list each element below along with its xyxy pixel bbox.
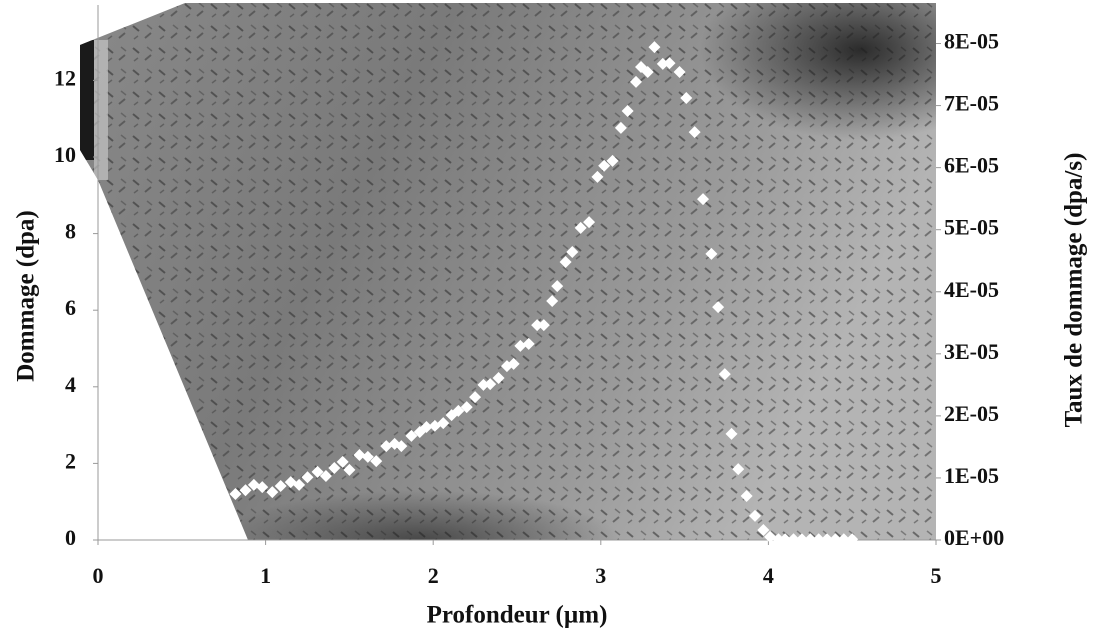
point xyxy=(452,404,465,417)
point xyxy=(229,488,242,501)
point xyxy=(725,427,738,440)
point xyxy=(740,489,753,502)
point xyxy=(779,533,792,546)
point xyxy=(718,368,731,381)
point xyxy=(492,371,505,384)
point xyxy=(311,465,324,478)
point xyxy=(787,533,800,546)
point xyxy=(772,533,785,546)
x-tick-label: 4 xyxy=(763,563,774,588)
point xyxy=(663,57,676,70)
x-tick-label: 0 xyxy=(93,563,104,588)
point xyxy=(247,478,260,491)
point xyxy=(546,295,559,308)
point xyxy=(537,319,550,332)
x-tick-label: 1 xyxy=(260,563,271,588)
point xyxy=(559,255,572,268)
point xyxy=(574,221,587,234)
point xyxy=(469,391,482,404)
y2-tick-label: 6E-05 xyxy=(944,153,999,178)
point xyxy=(757,524,770,537)
micrograph xyxy=(80,3,936,540)
y2-tick-label: 2E-05 xyxy=(944,401,999,426)
y2-tick-label: 0E+00 xyxy=(944,525,1004,550)
point xyxy=(795,533,808,546)
point xyxy=(370,455,383,468)
point xyxy=(641,65,654,78)
point xyxy=(591,170,604,183)
point xyxy=(837,533,850,546)
point xyxy=(688,126,701,139)
point xyxy=(804,533,817,546)
point xyxy=(829,533,842,546)
y2-tick-label: 4E-05 xyxy=(944,277,999,302)
x-tick-label: 2 xyxy=(428,563,439,588)
y-tick-label: 0 xyxy=(65,525,76,550)
point xyxy=(821,533,834,546)
point xyxy=(606,154,619,167)
point xyxy=(621,105,634,118)
point xyxy=(522,337,535,350)
point xyxy=(583,216,596,229)
y-tick-label: 4 xyxy=(65,372,76,397)
point xyxy=(705,247,718,260)
point xyxy=(484,378,497,391)
point xyxy=(680,92,693,105)
point xyxy=(629,75,642,88)
y-tick-label: 6 xyxy=(65,295,76,320)
point xyxy=(551,280,564,293)
point xyxy=(336,455,349,468)
point xyxy=(380,440,393,453)
y2-tick-label: 5E-05 xyxy=(944,215,999,240)
point xyxy=(405,429,418,442)
point xyxy=(460,401,473,414)
point xyxy=(566,245,579,258)
point xyxy=(274,479,287,492)
y2-tick-label: 1E-05 xyxy=(944,463,999,488)
point xyxy=(846,533,859,546)
point xyxy=(256,481,269,494)
point xyxy=(812,533,825,546)
point xyxy=(507,357,520,370)
y-tick-label: 10 xyxy=(54,142,76,167)
point xyxy=(748,509,761,522)
point xyxy=(301,471,314,484)
point xyxy=(319,470,332,483)
y-tick-label: 2 xyxy=(65,448,76,473)
point xyxy=(764,530,777,543)
y-axis-title: Dommage (dpa) xyxy=(13,210,40,382)
point xyxy=(598,159,611,172)
point xyxy=(712,301,725,314)
point xyxy=(293,478,306,491)
x-tick-label: 3 xyxy=(595,563,606,588)
point xyxy=(395,440,408,453)
point xyxy=(420,421,433,434)
y2-tick-label: 8E-05 xyxy=(944,29,999,54)
point xyxy=(328,461,341,474)
point xyxy=(531,319,544,332)
y2-axis-title: Taux de dommage (dpa/s) xyxy=(1061,153,1088,428)
y-tick-label: 12 xyxy=(54,65,76,90)
y2-tick-label: 3E-05 xyxy=(944,339,999,364)
point xyxy=(648,41,661,54)
y-tick-label: 8 xyxy=(65,219,76,244)
point xyxy=(614,121,627,134)
point xyxy=(514,339,527,352)
x-axis-title: Profondeur (µm) xyxy=(427,602,608,629)
point xyxy=(239,484,252,497)
y2-tick-label: 7E-05 xyxy=(944,91,999,116)
point xyxy=(353,448,366,461)
x-tick-label: 5 xyxy=(931,563,942,588)
point xyxy=(361,450,374,463)
point xyxy=(732,463,745,476)
point xyxy=(697,193,710,206)
point xyxy=(266,486,279,499)
point xyxy=(673,65,686,78)
point xyxy=(343,463,356,476)
point xyxy=(437,417,450,430)
